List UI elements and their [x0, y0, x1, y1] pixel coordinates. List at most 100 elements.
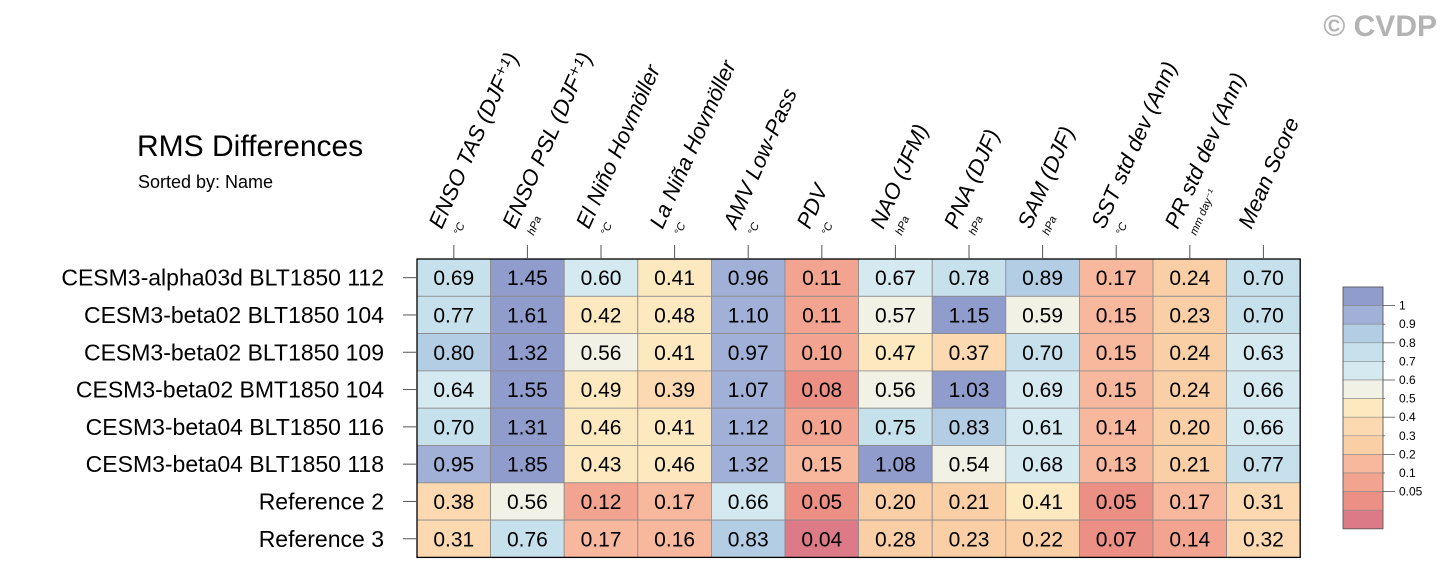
legend-swatch — [1342, 454, 1384, 474]
heatmap-cell — [784, 482, 859, 521]
heatmap-cell — [711, 519, 786, 558]
cell-value-label: 0.31 — [433, 528, 474, 551]
cell-value-label: 0.66 — [1243, 416, 1284, 439]
heatmap-cell — [416, 333, 491, 372]
cell-value-label: 0.14 — [1169, 528, 1210, 551]
legend-label: 0.05 — [1399, 485, 1423, 499]
cell-value-label: 1.55 — [507, 379, 548, 402]
heatmap-cell — [711, 295, 786, 334]
row-label: Reference 2 — [259, 488, 384, 514]
heatmap-cell — [858, 407, 933, 446]
cell-value-label: 0.11 — [802, 304, 841, 327]
heatmap-cell — [637, 295, 712, 334]
cell-value-label: 1.15 — [949, 304, 990, 327]
cell-value-label: 0.56 — [507, 491, 548, 514]
column-header: SAM (DJF)hPa — [1012, 123, 1079, 238]
heatmap-cell — [416, 519, 491, 558]
cell-value-label: 0.08 — [801, 379, 842, 402]
cell-value-label: 0.22 — [1022, 528, 1063, 551]
heatmap-cell — [858, 333, 933, 372]
legend-swatch — [1342, 472, 1384, 492]
heatmap-cell — [858, 445, 933, 484]
cell-value-label: 0.41 — [654, 342, 695, 365]
column-unit-label: °C — [673, 221, 689, 237]
heatmap-cell — [563, 333, 639, 372]
heatmap-cell — [1152, 482, 1227, 521]
column-unit-label: °C — [1114, 221, 1130, 237]
column-unit-label: °C — [820, 221, 836, 237]
cell-value-label: 0.15 — [801, 454, 842, 477]
cell-value-label: 0.70 — [433, 416, 474, 439]
row-label: CESM3-beta04 BLT1850 116 — [86, 414, 384, 440]
legend-swatch — [1342, 491, 1384, 511]
cell-value-label: 0.96 — [728, 267, 769, 290]
column-header: PDV°C — [792, 178, 836, 237]
heatmap-cell — [1226, 370, 1301, 409]
cell-value-label: 0.10 — [801, 416, 842, 439]
column-unit-label: hPa — [967, 214, 986, 237]
heatmap-cell — [1152, 519, 1227, 558]
cell-value-label: 0.39 — [654, 379, 695, 402]
column-label: NAO (JFM) — [865, 120, 933, 232]
cell-value-label: 0.89 — [1022, 267, 1063, 290]
column-label: PNA (DJF) — [939, 125, 1005, 232]
legend-label: 1 — [1399, 299, 1406, 313]
heatmap-cell — [563, 519, 639, 558]
cell-value-label: 1.12 — [728, 416, 769, 439]
cell-value-label: 0.21 — [1169, 454, 1210, 477]
heatmap-cell — [931, 445, 1007, 484]
heatmap-border — [416, 258, 1301, 559]
cell-value-label: 0.76 — [507, 528, 548, 551]
column-label: AMV Low-Pass — [717, 84, 802, 233]
heatmap-cell — [1079, 258, 1154, 297]
heatmap-cell — [1226, 333, 1301, 372]
cell-value-label: 0.32 — [1243, 528, 1284, 551]
heatmap-cell — [711, 333, 786, 372]
column-header: Mean Score — [1233, 113, 1304, 232]
cell-value-label: 0.97 — [728, 342, 769, 365]
cell-value-label: 0.54 — [949, 454, 990, 477]
cell-value-label: 0.47 — [875, 342, 916, 365]
row-label: CESM3-alpha03d BLT1850 112 — [61, 265, 384, 291]
cell-value-label: 0.41 — [654, 267, 695, 290]
cell-value-label: 0.56 — [581, 342, 622, 365]
cell-value-label: 0.41 — [1022, 491, 1063, 514]
heatmap-cell — [784, 370, 859, 409]
cell-value-label: 0.23 — [949, 528, 990, 551]
heatmap-cell — [784, 258, 859, 297]
cell-value-label: 0.15 — [1096, 379, 1137, 402]
cell-value-label: 1.61 — [507, 304, 548, 327]
legend-swatch — [1342, 416, 1384, 437]
legend-label: 0.3 — [1399, 429, 1416, 443]
cell-value-label: 0.14 — [1096, 416, 1137, 439]
cell-value-label: 0.28 — [875, 528, 916, 551]
cell-value-label: 1.07 — [728, 379, 769, 402]
cell-value-label: 0.41 — [654, 416, 695, 439]
heatmap-cell — [637, 333, 712, 372]
heatmap-cell — [416, 445, 491, 484]
legend-label: 0.4 — [1399, 410, 1416, 424]
heatmap-cell — [490, 407, 565, 446]
cell-value-label: 0.61 — [1022, 416, 1063, 439]
legend-swatch — [1342, 398, 1384, 418]
cell-value-label: 0.31 — [1243, 491, 1284, 514]
legend-swatch — [1342, 379, 1384, 399]
heatmap-cell — [931, 258, 1007, 297]
cell-value-label: 0.17 — [1096, 267, 1137, 290]
cell-value-label: 0.05 — [801, 491, 842, 514]
cell-value-label: 0.78 — [949, 267, 990, 290]
column-header: PNA (DJF)hPa — [939, 125, 1005, 237]
row-label: CESM3-beta02 BMT1850 104 — [76, 377, 384, 403]
legend-label: 0.8 — [1399, 336, 1416, 350]
heatmap-cell — [858, 295, 933, 334]
cell-value-label: 1.45 — [507, 267, 548, 290]
heatmap-cell — [563, 407, 639, 446]
row-label: CESM3-beta02 BLT1850 104 — [84, 302, 384, 328]
column-label: SAM (DJF) — [1012, 123, 1079, 233]
cell-value-label: 0.20 — [1169, 416, 1210, 439]
cell-value-label: 0.20 — [875, 491, 916, 514]
heatmap-cell — [1226, 482, 1301, 521]
row-label: CESM3-beta04 BLT1850 118 — [86, 451, 384, 477]
cell-value-label: 1.10 — [728, 304, 769, 327]
